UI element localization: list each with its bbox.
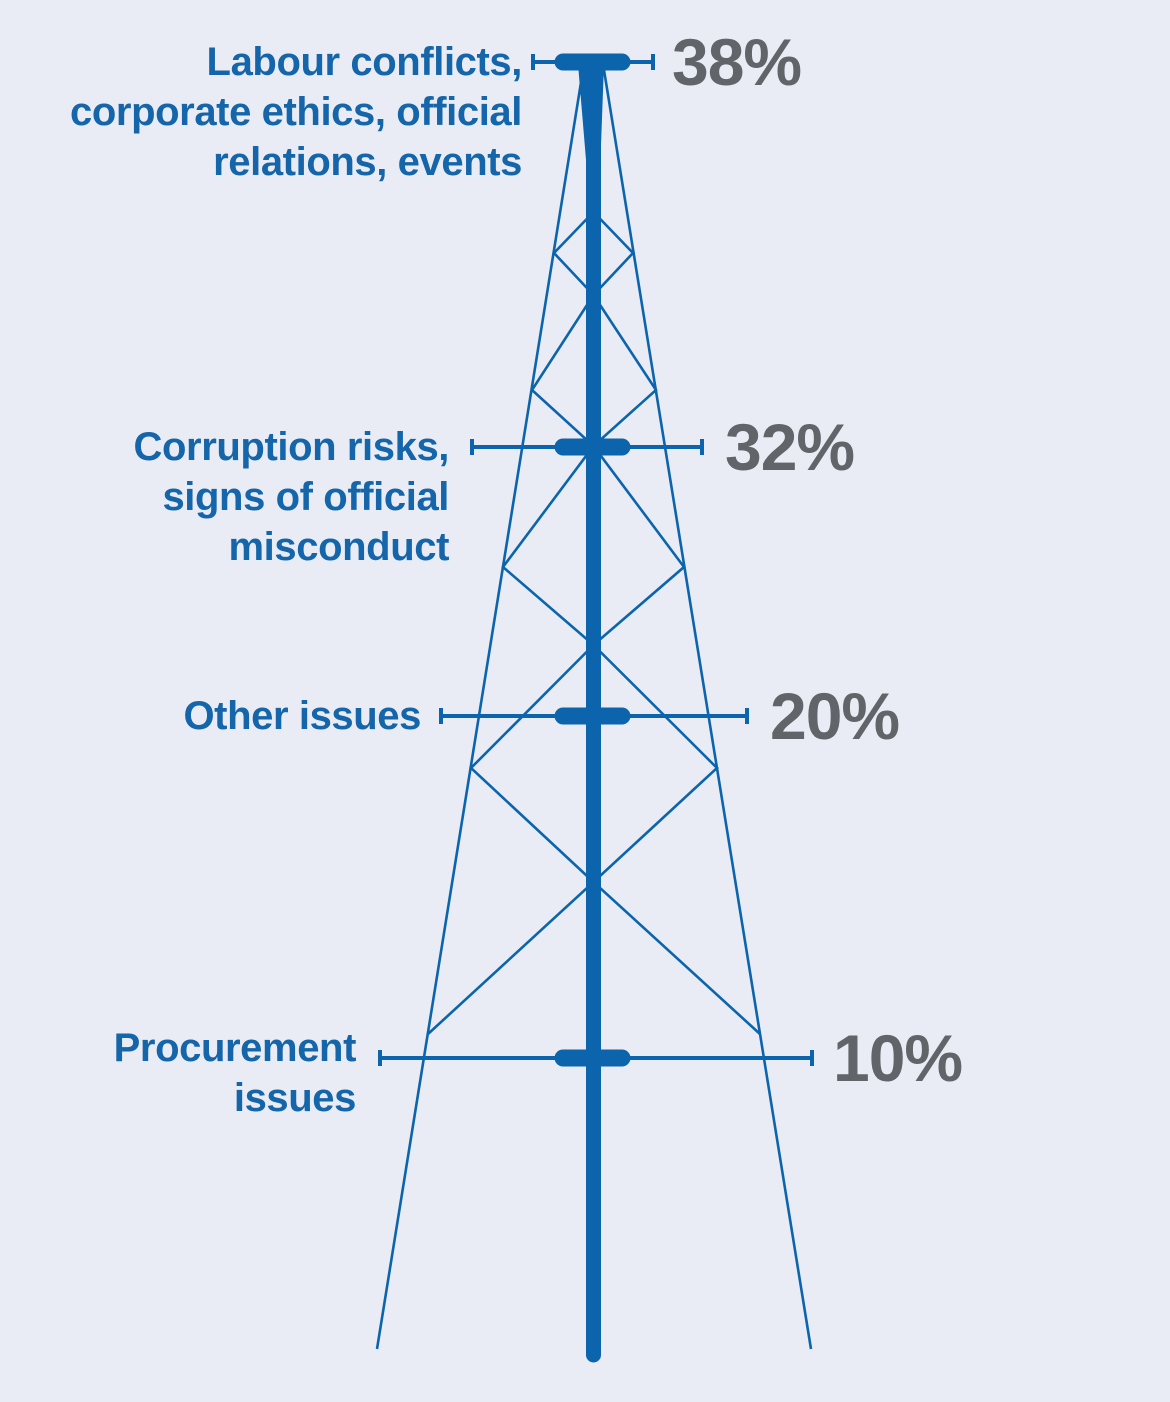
label-line: corporate ethics, official xyxy=(70,90,522,134)
category-label-labour-conflicts: Labour conflicts, corporate ethics, offi… xyxy=(70,37,522,187)
label-line: signs of official xyxy=(162,475,449,519)
marker-20 xyxy=(439,707,749,725)
marker-38 xyxy=(531,53,655,71)
category-label-procurement-issues: Procurement issues xyxy=(113,1023,357,1123)
label-line: relations, events xyxy=(213,140,522,184)
value-label-20: 20% xyxy=(770,679,900,753)
tower-brace-left xyxy=(427,211,596,1035)
label-line: Corruption risks, xyxy=(133,425,450,469)
tower-leg-right xyxy=(602,69,813,1350)
label-line: issues xyxy=(233,1076,357,1120)
value-label-38: 38% xyxy=(672,25,802,99)
marker-32 xyxy=(470,438,704,456)
value-label-32: 32% xyxy=(725,410,855,484)
label-line: Other issues xyxy=(183,694,421,738)
tower-leg-left xyxy=(375,69,585,1350)
tower-mast-gusset xyxy=(578,64,604,172)
tower-brace-right xyxy=(591,211,761,1035)
marker-10 xyxy=(378,1049,814,1067)
label-line: misconduct xyxy=(228,525,450,569)
label-line: Procurement xyxy=(113,1026,357,1070)
category-label-other-issues: Other issues xyxy=(183,691,421,741)
category-label-corruption-risks: Corruption risks, signs of official misc… xyxy=(133,422,450,572)
value-label-10: 10% xyxy=(833,1021,963,1095)
label-line: Labour conflicts, xyxy=(206,40,523,84)
